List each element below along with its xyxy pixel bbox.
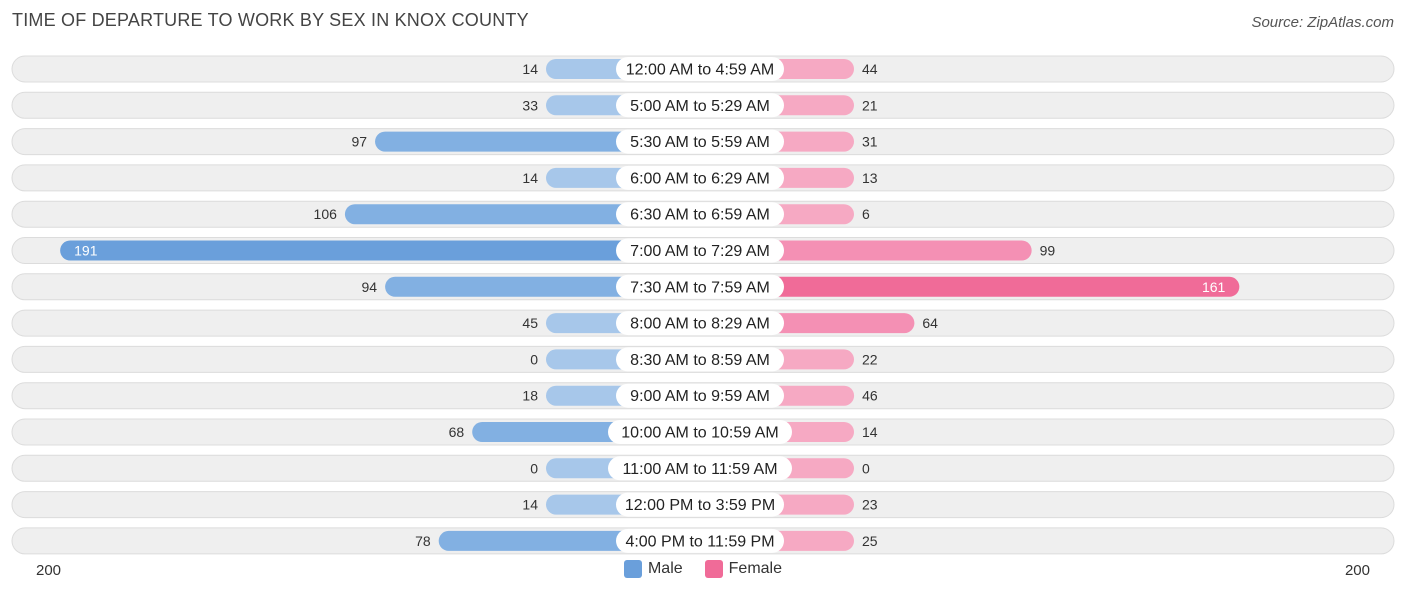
chart-row: 5:30 AM to 5:59 AM 97 31 — [11, 128, 1395, 156]
value-label-male: 94 — [362, 279, 378, 295]
chart-row: 6:30 AM to 6:59 AM 106 6 — [11, 200, 1395, 228]
chart-row: 10:00 AM to 10:59 AM 68 14 — [11, 418, 1395, 446]
value-label-male: 68 — [449, 424, 465, 440]
category-label-bg — [616, 93, 784, 118]
value-label-female: 44 — [862, 61, 878, 77]
value-label-male: 191 — [74, 243, 98, 259]
chart-row: 6:00 AM to 6:29 AM 14 13 — [11, 164, 1395, 192]
value-label-female: 64 — [922, 315, 938, 331]
chart-row: 5:00 AM to 5:29 AM 33 21 — [11, 91, 1395, 119]
category-label: 5:30 AM to 5:59 AM — [630, 134, 770, 151]
value-label-male: 33 — [522, 97, 538, 113]
bar-female — [700, 276, 1240, 297]
value-label-male: 45 — [522, 315, 538, 331]
category-label: 9:00 AM to 9:59 AM — [630, 388, 770, 405]
category-label: 6:30 AM to 6:59 AM — [630, 207, 770, 224]
bar-male — [60, 240, 700, 261]
category-label-bg — [616, 311, 784, 336]
axis-left-label: 200 — [36, 562, 62, 579]
value-label-female: 13 — [862, 170, 878, 186]
category-label: 10:00 AM to 10:59 AM — [621, 425, 778, 442]
legend: Male Female — [0, 560, 1406, 578]
chart-row: 8:30 AM to 8:59 AM 0 22 — [11, 345, 1395, 373]
chart-row: 12:00 AM to 4:59 AM 14 44 — [11, 55, 1395, 83]
category-label: 8:30 AM to 8:59 AM — [630, 352, 770, 369]
category-label-bg — [616, 165, 784, 190]
chart-row: 4:00 PM to 11:59 PM 78 25 — [11, 527, 1395, 555]
chart-row: 7:30 AM to 7:59 AM 94 161 — [11, 273, 1395, 301]
category-label-bg — [616, 57, 784, 81]
axis-right-label: 200 — [1344, 562, 1370, 579]
value-label-female: 99 — [1040, 243, 1056, 259]
value-label-female: 25 — [862, 533, 878, 549]
category-label: 7:30 AM to 7:59 AM — [630, 279, 770, 296]
category-label: 12:00 PM to 3:59 PM — [625, 497, 775, 514]
value-label-male: 18 — [522, 388, 538, 404]
legend-swatch-male — [623, 560, 642, 578]
category-label: 5:00 AM to 5:29 AM — [630, 98, 770, 115]
category-label-bg — [608, 420, 792, 444]
bar-male — [344, 204, 700, 225]
value-label-female: 22 — [862, 351, 878, 367]
category-label-bg — [608, 456, 792, 481]
category-label-bg — [616, 202, 784, 227]
value-label-male: 14 — [522, 61, 538, 77]
value-label-male: 0 — [530, 460, 538, 476]
value-label-male: 14 — [522, 170, 538, 186]
value-label-female: 46 — [862, 388, 878, 404]
category-label-bg — [616, 274, 784, 299]
chart-row: 8:00 AM to 8:29 AM 45 64 — [11, 309, 1395, 337]
category-label: 11:00 AM to 11:59 AM — [622, 461, 777, 478]
value-label-female: 0 — [862, 460, 870, 476]
chart-row: 12:00 PM to 3:59 PM 14 23 — [11, 491, 1395, 519]
value-label-female: 31 — [862, 134, 878, 150]
value-label-female: 21 — [862, 97, 878, 113]
value-label-female: 6 — [862, 206, 870, 222]
category-label-bg — [616, 347, 784, 372]
legend-swatch-female — [704, 560, 723, 578]
value-label-male: 97 — [351, 134, 367, 150]
value-label-female: 14 — [862, 424, 878, 440]
legend-item-male: Male — [623, 560, 683, 578]
value-label-male: 0 — [530, 351, 538, 367]
category-label: 4:00 PM to 11:59 PM — [625, 533, 774, 550]
chart-row: 7:00 AM to 7:29 AM 191 99 — [11, 237, 1395, 264]
legend-item-female: Female — [704, 560, 783, 578]
value-label-female: 161 — [1202, 279, 1226, 295]
category-label-bg — [616, 383, 784, 408]
value-label-male: 106 — [314, 206, 338, 222]
category-label: 6:00 AM to 6:29 AM — [630, 170, 770, 187]
bar-female — [700, 240, 1032, 261]
legend-label-female: Female — [728, 560, 783, 577]
value-label-male: 78 — [415, 533, 431, 549]
chart-row: 11:00 AM to 11:59 AM 0 0 — [11, 454, 1395, 482]
value-label-male: 14 — [522, 497, 538, 513]
category-label: 7:00 AM to 7:29 AM — [630, 243, 770, 260]
category-label-bg — [616, 238, 784, 263]
chart-source: Source: ZipAtlas.com — [1251, 14, 1394, 31]
category-label: 8:00 AM to 8:29 AM — [630, 316, 770, 333]
category-label: 12:00 AM to 4:59 AM — [626, 62, 775, 79]
category-label-bg — [616, 492, 784, 517]
legend-label-male: Male — [647, 560, 683, 577]
category-label-bg — [616, 129, 784, 154]
value-label-female: 23 — [862, 497, 878, 513]
chart-title: TIME OF DEPARTURE TO WORK BY SEX IN KNOX… — [12, 10, 529, 30]
category-label-bg — [616, 528, 784, 553]
chart-row: 9:00 AM to 9:59 AM 18 46 — [11, 382, 1395, 410]
